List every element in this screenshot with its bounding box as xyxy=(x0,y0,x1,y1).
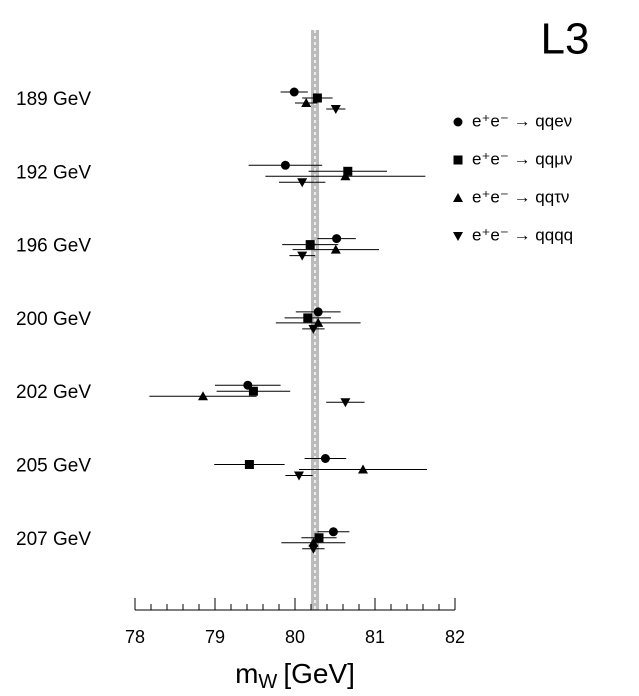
legend-label: e⁺e⁻ → qqeν xyxy=(472,111,572,130)
marker xyxy=(308,537,319,547)
x-label-unit: [GeV] xyxy=(283,658,355,689)
marker xyxy=(314,533,324,543)
x-tick-label: 81 xyxy=(365,627,385,647)
x-label-sub: W xyxy=(258,671,277,693)
marker xyxy=(332,234,342,244)
marker xyxy=(308,324,319,334)
marker xyxy=(340,398,351,408)
marker xyxy=(198,391,208,401)
category-label: 189 GeV xyxy=(16,89,91,110)
marker xyxy=(244,460,254,469)
x-tick-label: 79 xyxy=(205,627,225,647)
marker xyxy=(294,471,304,481)
marker xyxy=(328,527,338,537)
marker xyxy=(297,251,308,261)
marker xyxy=(312,93,322,103)
category-label: 196 GeV xyxy=(16,236,91,257)
marker xyxy=(320,454,330,463)
marker xyxy=(308,544,319,554)
category-label: 205 GeV xyxy=(16,456,91,477)
legend-label: e⁺e⁻ → qqqq xyxy=(472,225,573,244)
marker xyxy=(340,171,351,181)
marker xyxy=(343,166,353,176)
marker xyxy=(305,240,315,250)
marker xyxy=(313,307,323,317)
marker xyxy=(453,232,463,241)
marker xyxy=(313,317,324,327)
chart-title: L3 xyxy=(541,15,590,64)
marker xyxy=(330,244,341,254)
legend-label: e⁺e⁻ → qqτν xyxy=(472,187,569,206)
x-axis-label: mW [GeV] xyxy=(235,658,355,693)
marker xyxy=(358,464,368,474)
x-tick-label: 78 xyxy=(125,627,145,647)
marker xyxy=(303,313,313,323)
marker xyxy=(301,98,312,107)
x-label-main: m xyxy=(235,658,258,689)
category-label: 207 GeV xyxy=(16,529,91,550)
x-tick-label: 80 xyxy=(285,627,305,647)
marker xyxy=(280,160,290,170)
marker xyxy=(453,193,463,202)
category-label: 200 GeV xyxy=(16,309,91,330)
marker xyxy=(453,117,463,127)
marker xyxy=(297,178,308,188)
marker xyxy=(330,105,341,114)
marker xyxy=(453,155,463,165)
x-tick-label: 82 xyxy=(445,627,465,647)
category-label: 192 GeV xyxy=(16,162,91,183)
marker xyxy=(289,87,299,97)
category-label: 202 GeV xyxy=(16,382,91,403)
legend-label: e⁺e⁻ → qqμν xyxy=(472,149,573,168)
marker xyxy=(248,386,258,396)
